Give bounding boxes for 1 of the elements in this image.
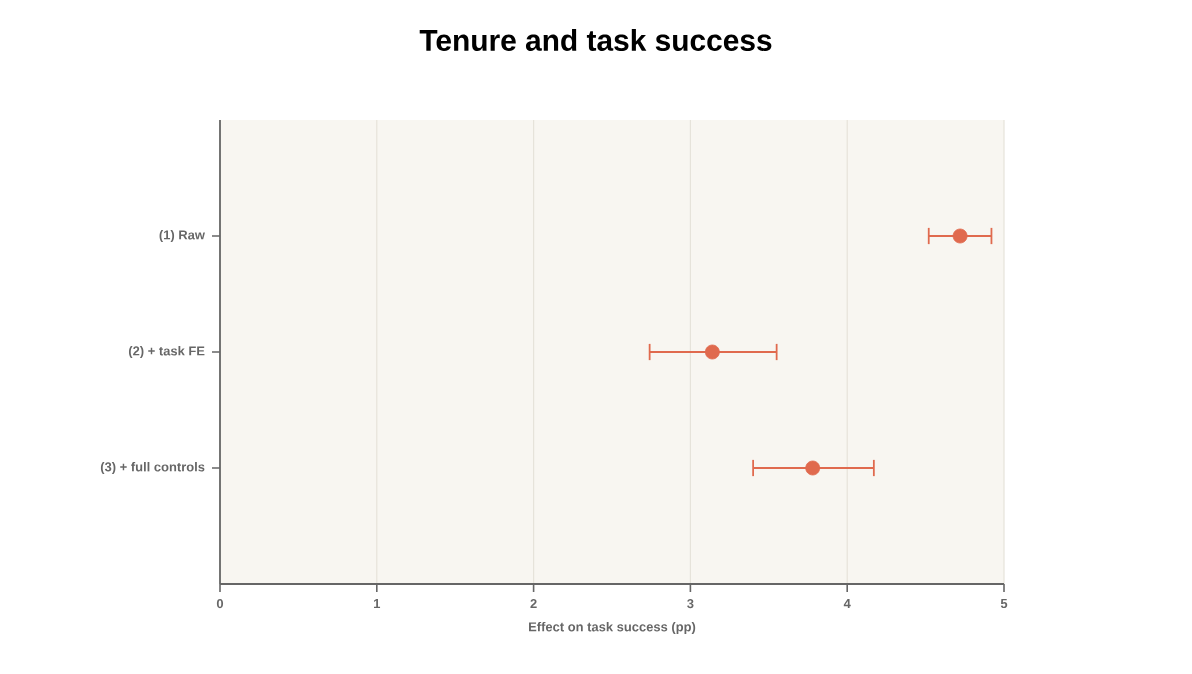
chart-title: Tenure and task success [419, 29, 772, 51]
